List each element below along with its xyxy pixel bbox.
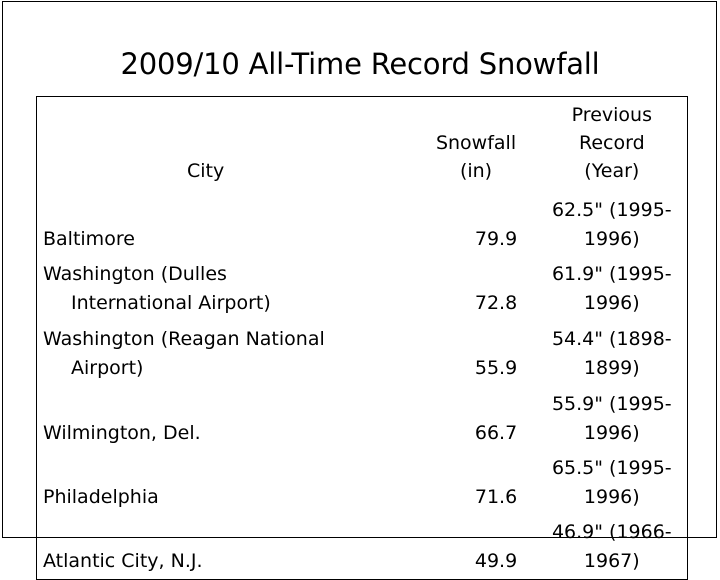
city-line-continued: International Airport) [71,292,271,314]
header-snowfall-label: Snowfall [435,132,517,154]
previous-record-cell: 54.4" (1898-1899) [551,328,672,379]
city-line-continued: Airport) [71,357,144,379]
previous-record-cell: 61.9" (1995-1996) [551,263,672,314]
table-row: Washington (Dulles International Airport… [37,257,688,322]
snowfall-cell: 72.8 [474,292,518,314]
previous-record-cell: 62.5" (1995-1996) [551,199,672,250]
table-row: Atlantic City, N.J. 49.9 46.9" (1966-196… [37,515,688,580]
city-line: Washington (Reagan National [43,328,325,350]
city-cell: Washington (Dulles International Airport… [37,257,416,322]
header-previous-unit: (Year) [584,160,640,182]
table-header-row: City Snowfall (in) Previous Record (Year… [37,97,688,194]
table-row: Baltimore 79.9 62.5" (1995-1996) [37,193,688,257]
city-line: Washington (Dulles [43,263,227,285]
table-row: Washington (Reagan National Airport) 55.… [37,322,688,387]
snowfall-cell: 66.7 [474,422,518,444]
snowfall-cell: 79.9 [474,228,518,250]
city-cell: Wilmington, Del. [43,422,201,444]
previous-record-cell: 55.9" (1995-1996) [551,393,672,444]
snowfall-table: City Snowfall (in) Previous Record (Year… [36,96,688,580]
city-cell: Philadelphia [43,486,159,508]
previous-record-cell: 65.5" (1995-1996) [551,457,672,508]
previous-record-cell: 46.9" (1966-1967) [551,521,672,572]
header-snowfall: Snowfall (in) [415,97,536,194]
header-snowfall-unit: (in) [459,160,493,182]
table-row: Wilmington, Del. 66.7 55.9" (1995-1996) [37,387,688,451]
table-row: Philadelphia 71.6 65.5" (1995-1996) [37,451,688,515]
snowfall-cell: 49.9 [474,550,518,572]
snowfall-cell: 71.6 [474,486,518,508]
city-cell: Washington (Reagan National Airport) [37,322,416,387]
snowfall-cell: 55.9 [474,357,518,379]
city-cell: Baltimore [43,228,135,250]
city-cell: Atlantic City, N.J. [43,550,203,572]
header-city: City [187,160,225,182]
header-previous-record: Previous Record (Year) [537,97,688,194]
slide-title: 2009/10 All-Time Record Snowfall [120,47,600,81]
slide-frame [2,1,717,538]
header-previous-label: Previous Record [571,104,652,154]
